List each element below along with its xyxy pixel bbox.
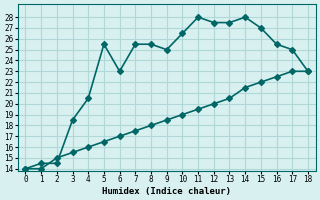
X-axis label: Humidex (Indice chaleur): Humidex (Indice chaleur)	[102, 187, 231, 196]
